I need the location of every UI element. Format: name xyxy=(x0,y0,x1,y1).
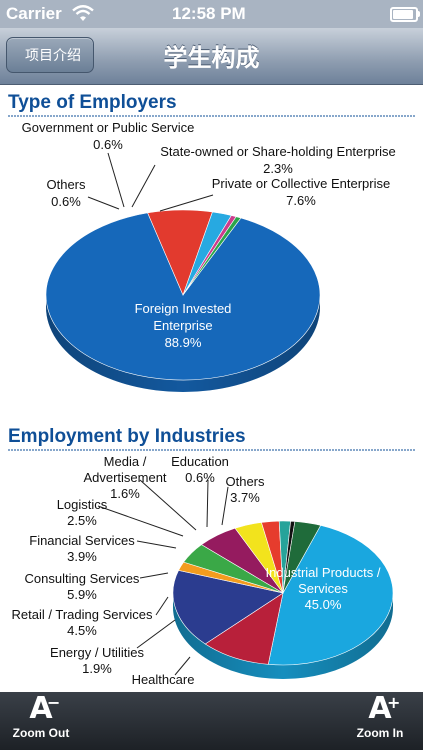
slice-healthcare xyxy=(204,592,284,665)
value-others-1: 0.6% xyxy=(51,194,81,209)
carrier-label: Carrier xyxy=(6,4,62,23)
label-healthcare: Healthcare xyxy=(132,672,195,687)
zoom-out-button[interactable]: A − Zoom Out xyxy=(6,691,76,741)
chart1-title: Type of Employers xyxy=(8,92,177,113)
label-logistics: Logistics xyxy=(57,497,108,512)
label-media-line2: Advertisement xyxy=(83,470,166,485)
back-button[interactable]: 项目介绍 xyxy=(6,37,94,73)
value-retail: 4.5% xyxy=(67,623,97,638)
label-media-line1: Media / xyxy=(104,454,147,469)
pie-side-shade xyxy=(173,593,393,679)
label-state-owned: State-owned or Share-holding Enterprise xyxy=(160,144,396,159)
slice-others-2 xyxy=(282,521,322,594)
charts-canvas: Type of Employers Government or Public S… xyxy=(8,92,415,687)
zoom-out-label: Zoom Out xyxy=(12,726,70,740)
slice-others xyxy=(182,216,242,296)
value-private: 7.6% xyxy=(286,193,316,208)
slice-industrial xyxy=(267,524,394,666)
value-others-2: 3.7% xyxy=(230,490,260,505)
label-energy: Energy / Utilities xyxy=(50,645,144,660)
status-bar: Carrier 12:58 PM xyxy=(0,0,423,28)
value-logistics: 2.5% xyxy=(67,513,97,528)
label-consulting: Consulting Services xyxy=(25,571,140,586)
label-education: Education xyxy=(171,454,229,469)
zoom-out-icon: A − xyxy=(29,691,61,726)
content-area[interactable]: Type of Employers Government or Public S… xyxy=(0,85,423,692)
label-foreign-line2: Enterprise xyxy=(153,318,212,333)
industries-pie xyxy=(172,520,394,679)
value-media: 1.6% xyxy=(110,486,140,501)
value-financial: 3.9% xyxy=(67,549,97,564)
value-consulting: 5.9% xyxy=(67,587,97,602)
wifi-icon xyxy=(72,5,94,21)
value-industrial: 45.0% xyxy=(305,597,342,612)
employers-pie xyxy=(45,209,321,392)
bottom-toolbar: A − Zoom Out A + Zoom In xyxy=(0,692,423,750)
label-industrial-line2: Services xyxy=(298,581,348,596)
page-title: 学生构成 xyxy=(163,45,260,72)
label-retail: Retail / Trading Services xyxy=(12,607,153,622)
slice-unlabeled xyxy=(172,570,284,645)
battery-icon xyxy=(390,7,420,22)
label-others-2: Others xyxy=(225,474,265,489)
chart2-title: Employment by Industries xyxy=(8,426,246,447)
label-others-1: Others xyxy=(46,177,86,192)
value-state-owned: 2.3% xyxy=(263,161,293,176)
value-government: 0.6% xyxy=(93,137,123,152)
back-button-label: 项目介绍 xyxy=(25,47,81,63)
label-private: Private or Collective Enterprise xyxy=(212,176,390,191)
zoom-in-button[interactable]: A + Zoom In xyxy=(345,691,415,741)
value-education: 0.6% xyxy=(185,470,215,485)
zoom-in-icon: A + xyxy=(368,691,401,726)
value-energy: 1.9% xyxy=(82,661,112,676)
clock: 12:58 PM xyxy=(172,4,246,23)
slice-foreign xyxy=(45,212,321,381)
zoom-in-label: Zoom In xyxy=(356,726,404,740)
label-industrial-line1: Industrial Products / xyxy=(266,565,381,580)
value-foreign: 88.9% xyxy=(165,335,202,350)
label-government: Government or Public Service xyxy=(22,120,195,135)
navigation-bar: 项目介绍 学生构成 xyxy=(0,28,423,85)
label-financial: Financial Services xyxy=(29,533,135,548)
label-foreign-line1: Foreign Invested xyxy=(135,301,232,316)
